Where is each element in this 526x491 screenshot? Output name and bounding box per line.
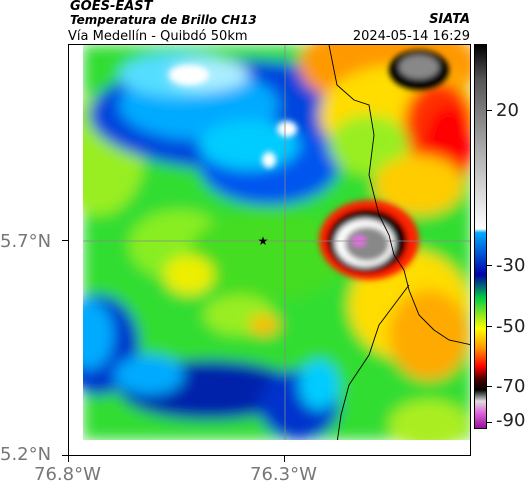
colorbar-label: -30 bbox=[496, 255, 526, 276]
lon-tick bbox=[284, 456, 285, 462]
department-border bbox=[328, 45, 470, 346]
colorbar-tick bbox=[487, 110, 492, 111]
lon-label: 76.8°W bbox=[34, 464, 101, 485]
colorbar-label: -50 bbox=[496, 316, 526, 337]
satellite-map: ★ bbox=[68, 44, 471, 456]
colorbar-tick bbox=[487, 265, 492, 266]
colorbar-tick bbox=[487, 326, 492, 327]
colorbar-tick bbox=[487, 386, 492, 387]
colorbar-label: -90 bbox=[496, 410, 526, 431]
organization-label: SIATA bbox=[429, 12, 470, 27]
colorbar-label: 20 bbox=[496, 100, 519, 121]
lat-label: 5.2°N bbox=[0, 444, 52, 465]
colorbar-label: -70 bbox=[496, 376, 526, 397]
convective-cell bbox=[169, 50, 449, 280]
lat-label: 5.7°N bbox=[0, 231, 52, 252]
region-label: Vía Medellín - Quibdó 50km bbox=[68, 29, 248, 44]
lon-tick bbox=[68, 456, 69, 462]
satellite-title: GOES-EAST bbox=[70, 0, 153, 14]
product-title: Temperatura de Brillo CH13 bbox=[70, 13, 257, 27]
star-icon: ★ bbox=[258, 234, 269, 248]
colorbar bbox=[474, 44, 487, 429]
lat-tick bbox=[62, 240, 68, 241]
timestamp-label: 2024-05-14 16:29 bbox=[352, 29, 470, 44]
lon-label: 76.3°W bbox=[250, 464, 317, 485]
lat-tick bbox=[62, 455, 68, 456]
brightness-temperature-field: ★ bbox=[69, 45, 470, 455]
colorbar-tick bbox=[487, 422, 492, 423]
department-border-south bbox=[334, 284, 410, 455]
